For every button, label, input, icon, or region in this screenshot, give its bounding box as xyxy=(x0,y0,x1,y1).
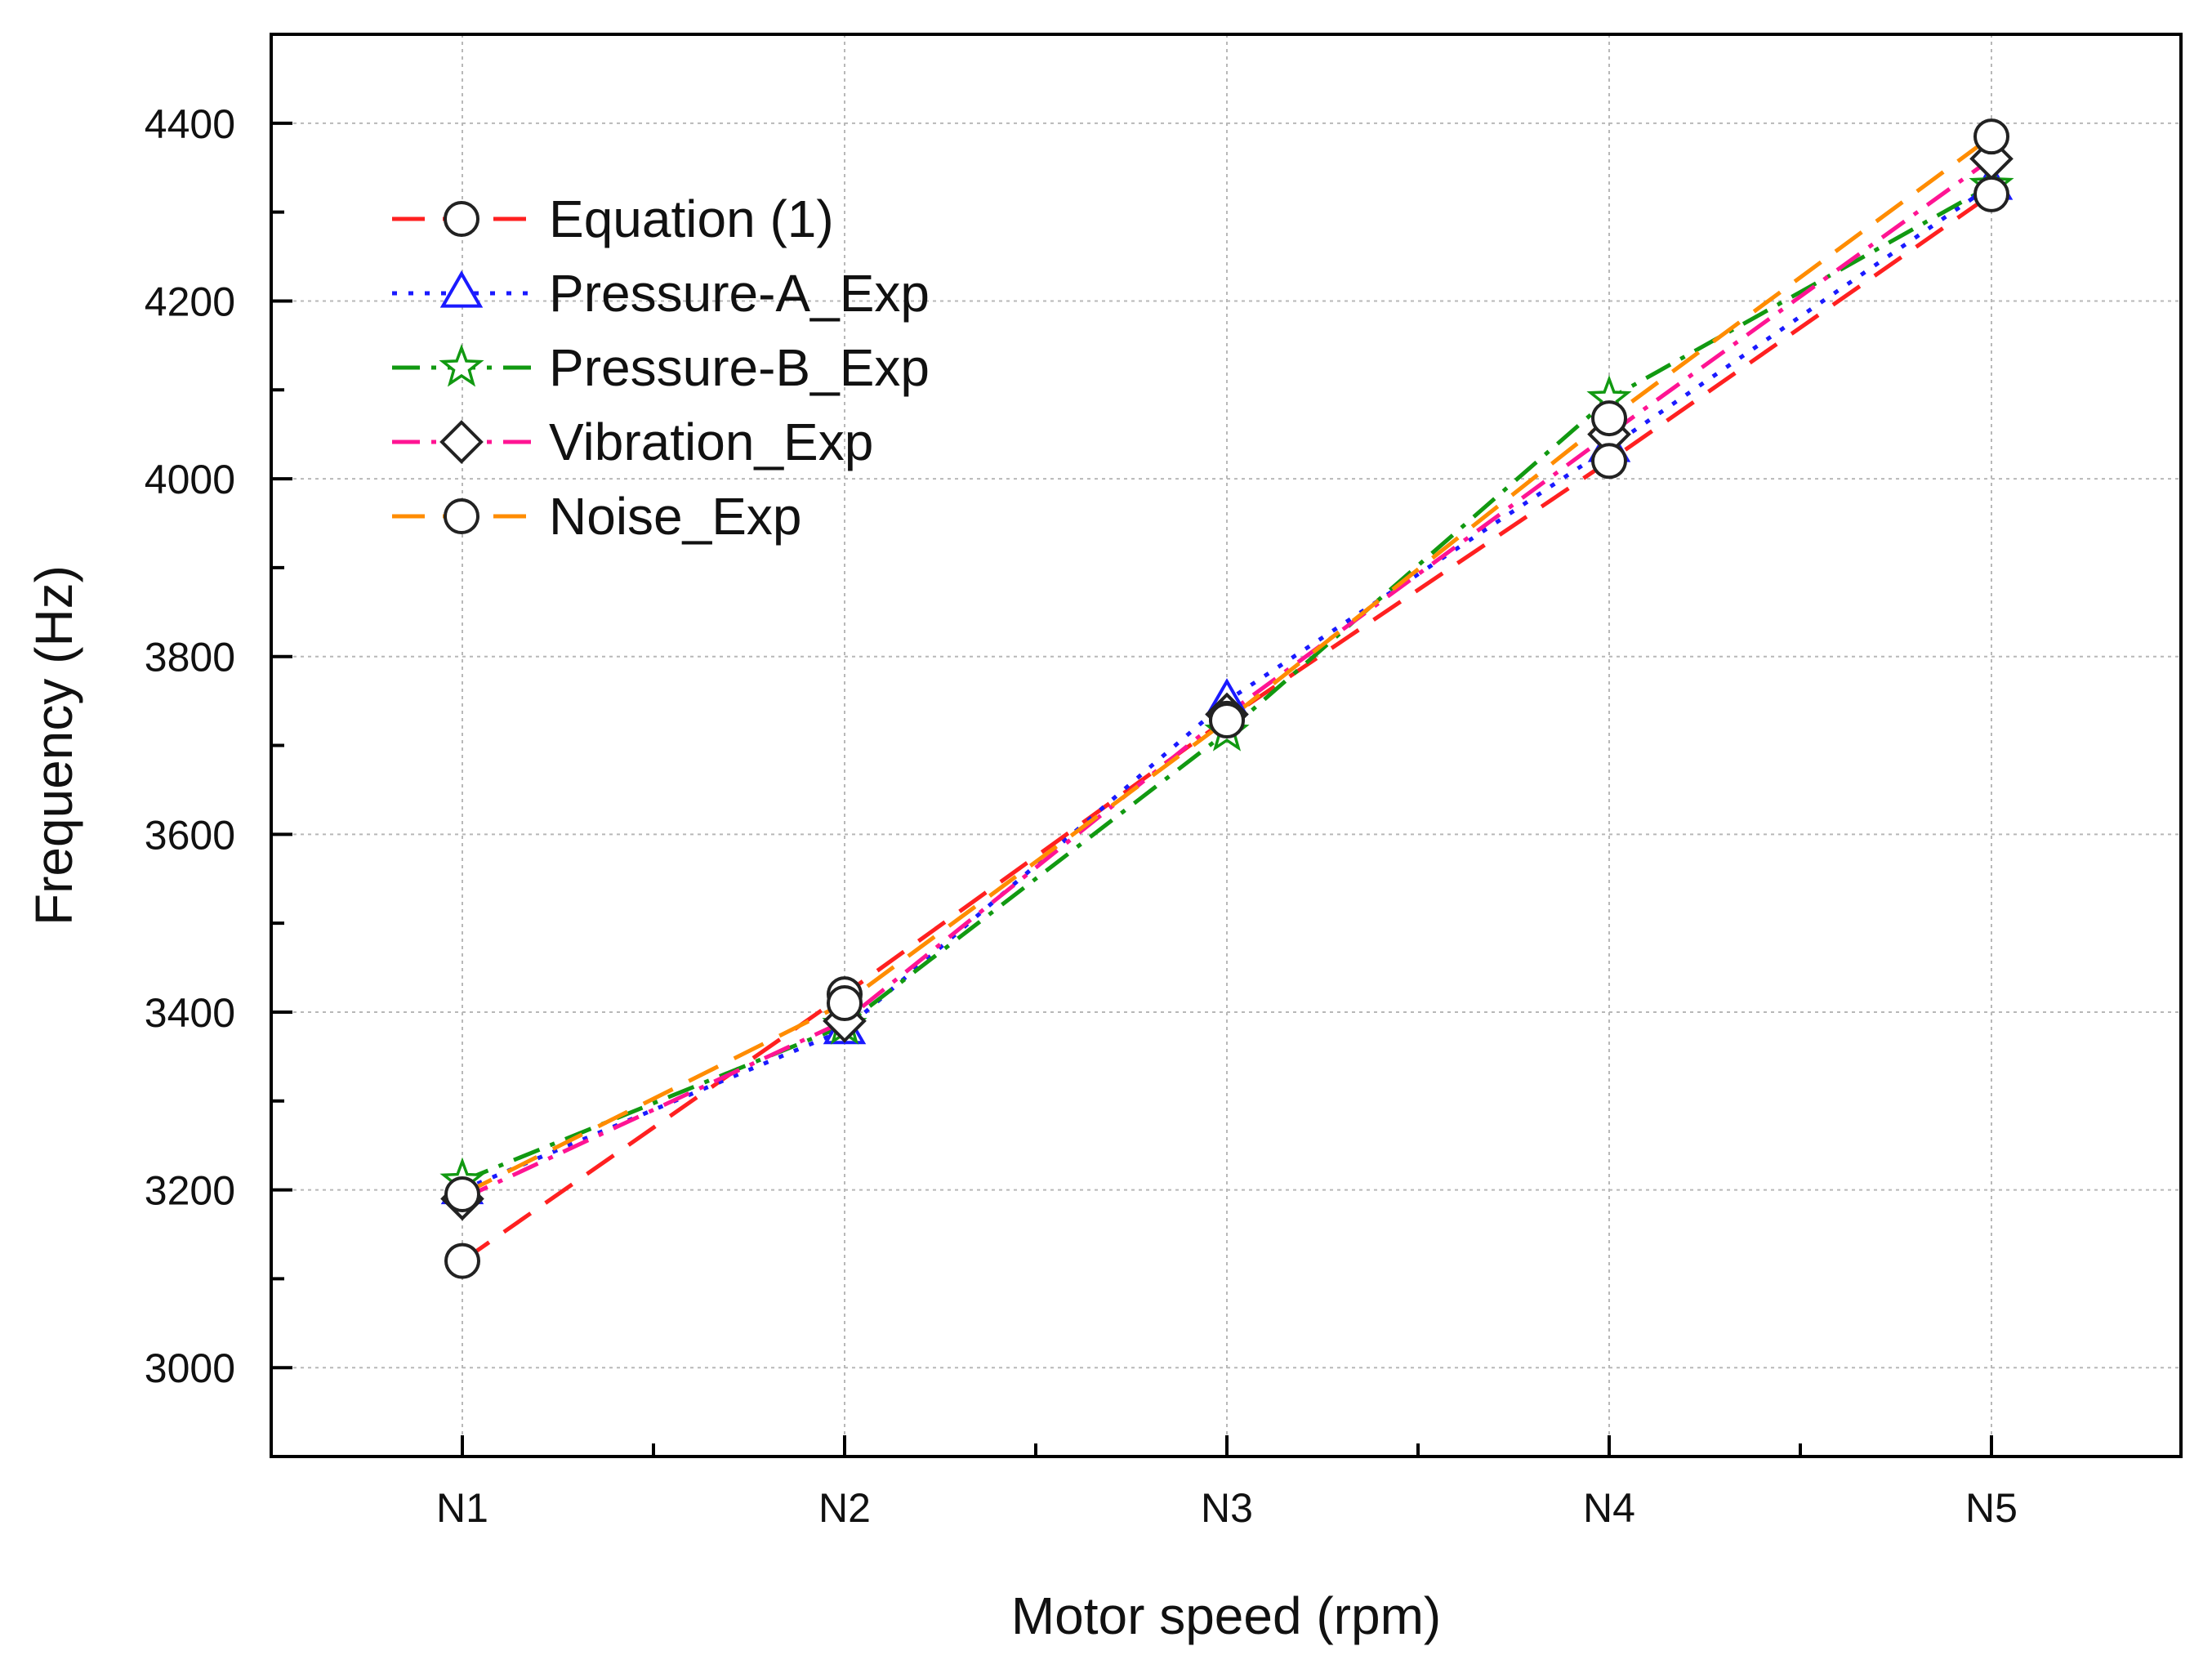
y-tick-label: 3600 xyxy=(145,812,235,858)
x-tick-label: N3 xyxy=(1201,1485,1253,1531)
data-point-4-n2 xyxy=(827,985,863,1022)
legend-entry-2: Pressure-B_Exp xyxy=(392,338,930,397)
y-tick-label: 4000 xyxy=(145,457,235,502)
legend-entry-1: Pressure-A_Exp xyxy=(392,264,930,323)
legend-marker xyxy=(439,420,484,464)
legend-label: Vibration_Exp xyxy=(549,413,873,471)
y-tick-label: 3200 xyxy=(145,1168,235,1214)
data-point-4-n3 xyxy=(1209,703,1245,739)
x-tick-label: N1 xyxy=(436,1485,488,1531)
x-axis-title: Motor speed (rpm) xyxy=(1011,1586,1441,1645)
y-tick-label: 3000 xyxy=(145,1345,235,1391)
y-tick-label: 4400 xyxy=(145,101,235,147)
legend-entry-0: Equation (1) xyxy=(392,190,834,248)
y-tick-label: 3400 xyxy=(145,990,235,1036)
legend-entry-3: Vibration_Exp xyxy=(392,413,873,471)
data-point-4-n5 xyxy=(1973,118,2009,155)
legend-label: Noise_Exp xyxy=(549,487,802,546)
x-tick-label: N4 xyxy=(1583,1485,1635,1531)
legend-entry-4: Noise_Exp xyxy=(392,487,802,546)
legend: Equation (1) Pressure-A_Exp Pressure-B_Exp… xyxy=(392,190,930,546)
legend-marker xyxy=(439,270,484,308)
y-tick-label: 4200 xyxy=(145,279,235,324)
legend-label: Pressure-A_Exp xyxy=(549,264,930,323)
data-point-4-n1 xyxy=(444,1176,480,1213)
x-tick-label: N5 xyxy=(1965,1485,2018,1531)
gridlines xyxy=(271,34,2181,1457)
data-point-0-n1 xyxy=(444,1242,480,1279)
legend-marker xyxy=(444,201,479,237)
legend-label: Equation (1) xyxy=(549,190,834,248)
series-markers xyxy=(439,118,2014,1279)
y-axis-title: Frequency (Hz) xyxy=(25,565,83,926)
x-tick-label: N2 xyxy=(818,1485,871,1531)
legend-marker xyxy=(439,343,484,387)
tick-labels: N1 N2 N3 N4 N5 3000 3200 3400 3600 3800 4000 4200 44… xyxy=(145,101,2018,1531)
axis-ticks xyxy=(271,121,1993,1457)
data-point-0-n4 xyxy=(1591,443,1627,480)
y-tick-label: 3800 xyxy=(145,635,235,680)
data-point-4-n4 xyxy=(1591,400,1627,437)
legend-marker xyxy=(444,498,479,534)
series-line-4 xyxy=(461,135,1993,1197)
legend-label: Pressure-B_Exp xyxy=(549,338,930,397)
data-point-0-n5 xyxy=(1973,176,2009,212)
